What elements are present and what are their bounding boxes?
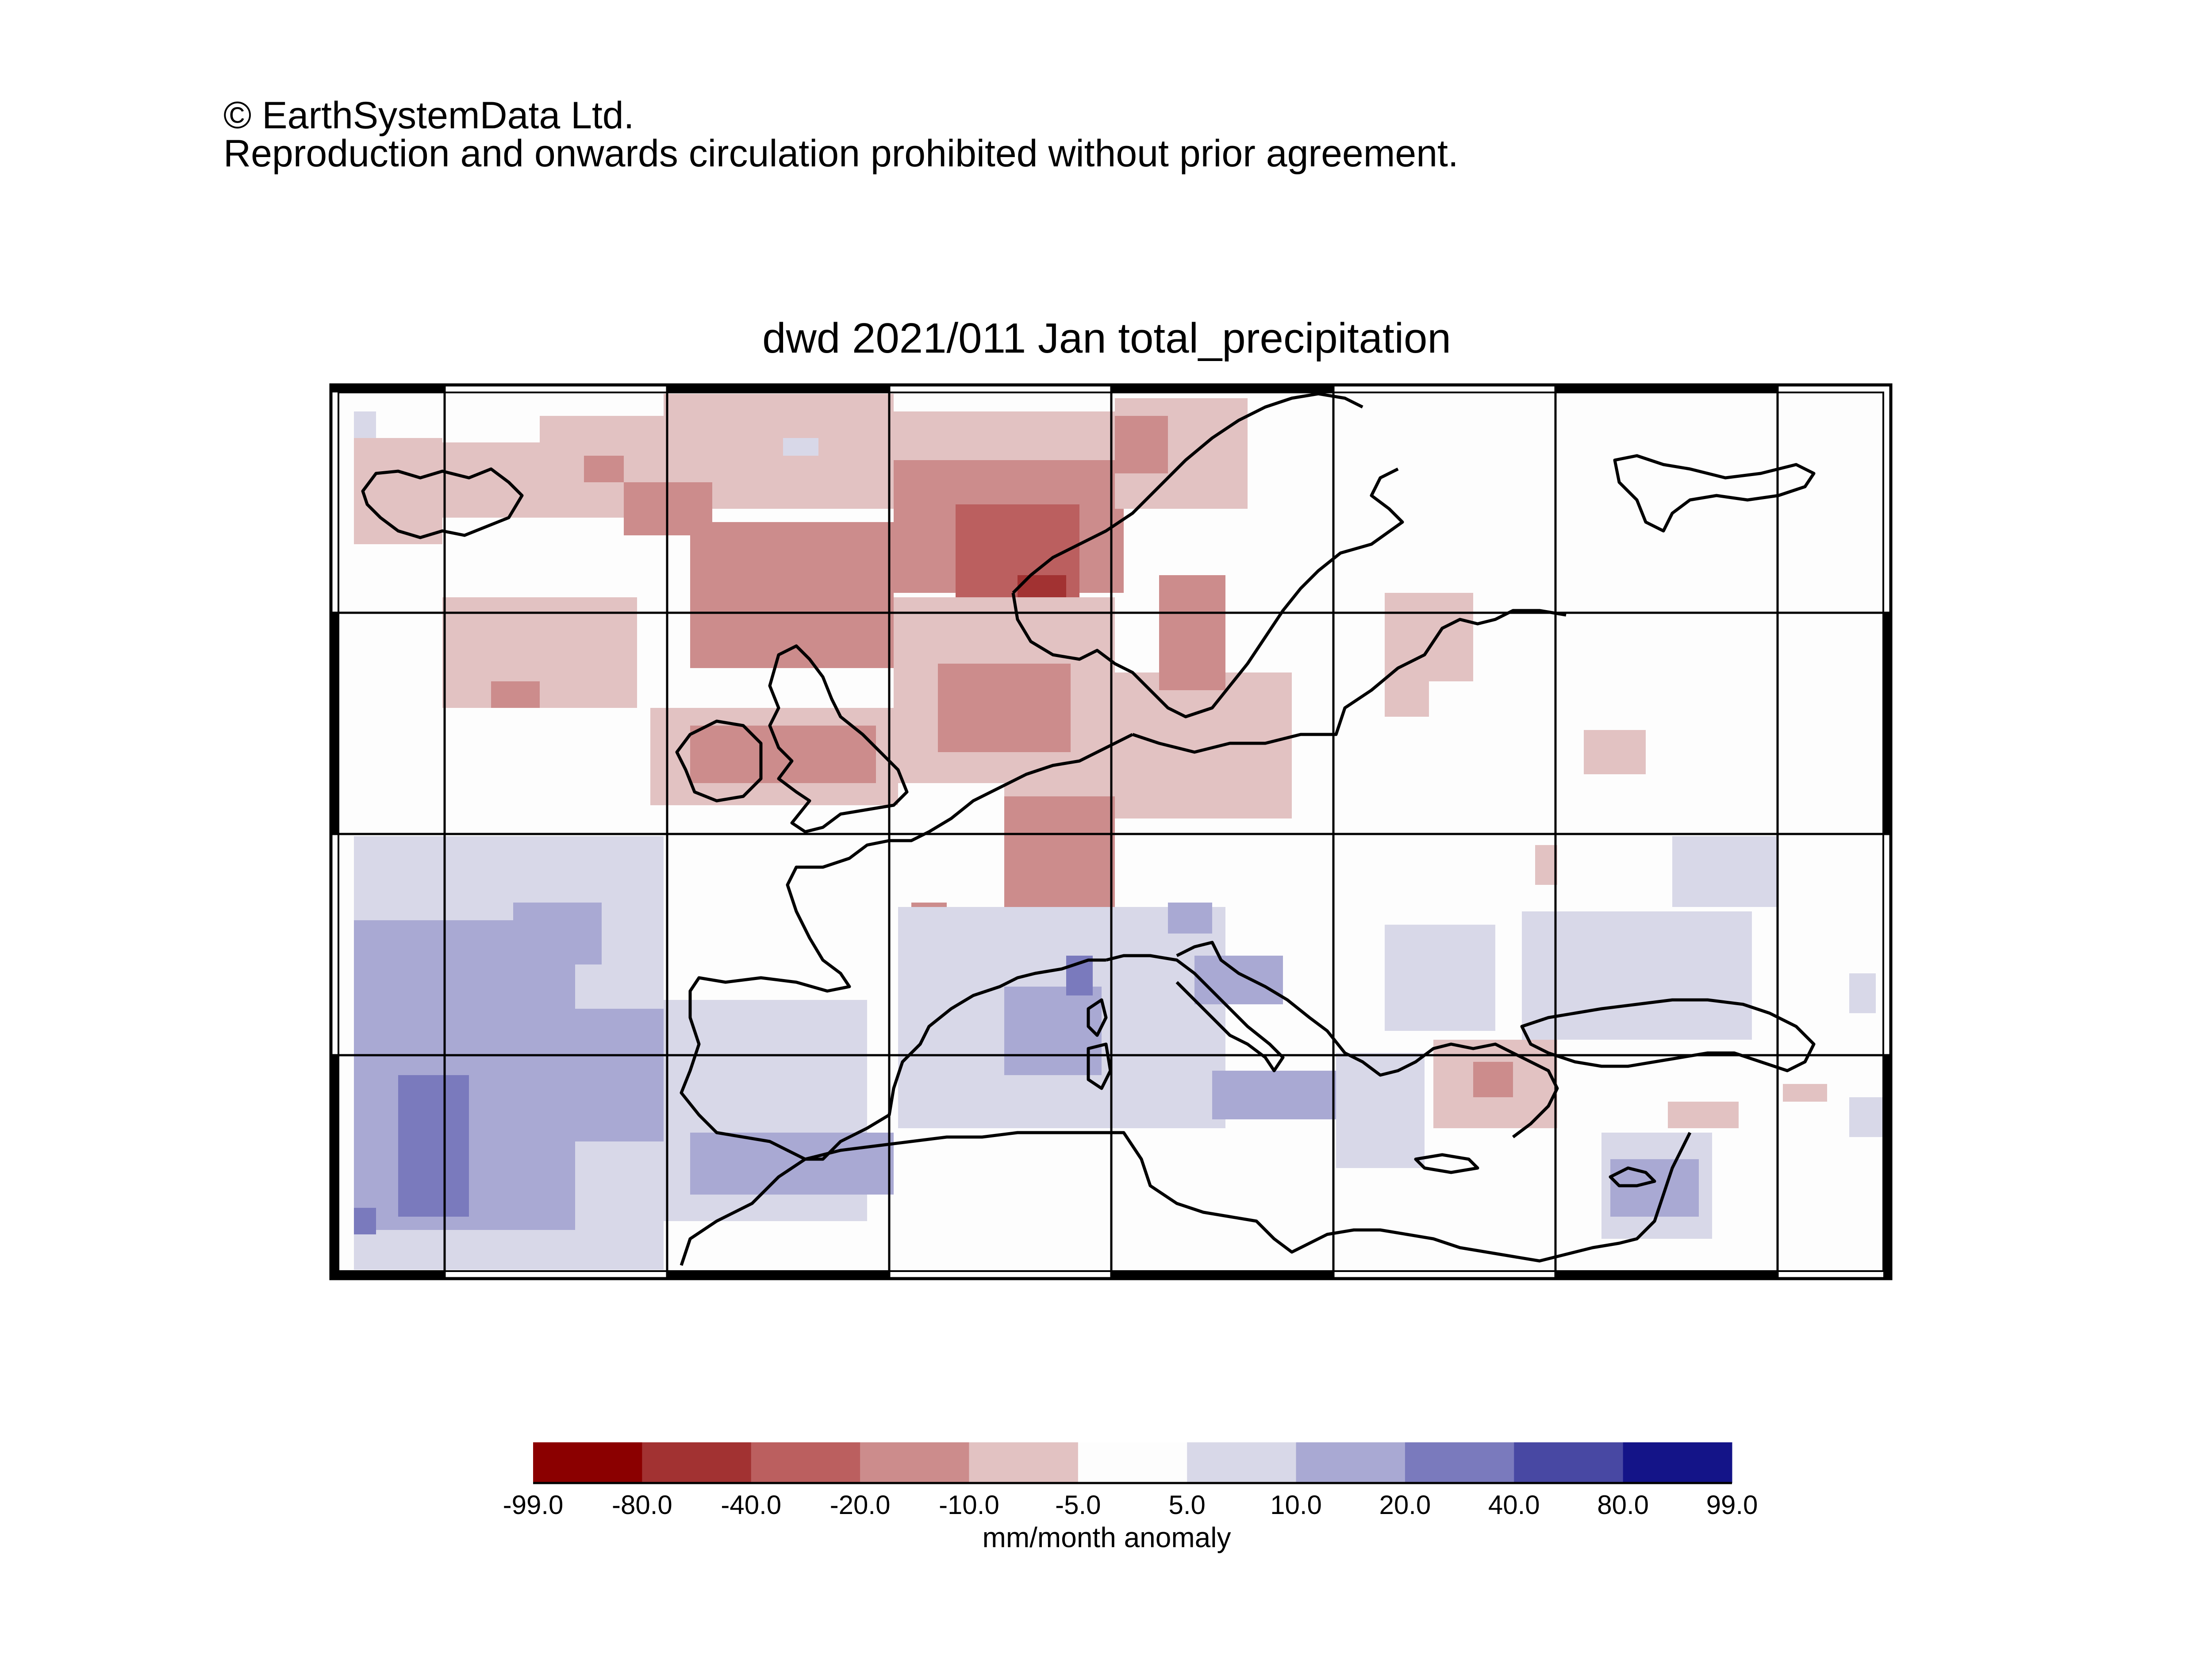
legend-tick-label: 99.0 — [1706, 1490, 1758, 1520]
legend-tick-label: -20.0 — [830, 1490, 891, 1520]
frame-tick — [331, 385, 445, 392]
coastline-italy-balkans — [1106, 941, 1559, 1138]
legend-color-boxes — [533, 1442, 1732, 1484]
coastline-iceland — [361, 467, 524, 539]
frame-tick — [331, 1055, 338, 1279]
coastline-crete — [1414, 1153, 1479, 1174]
frame-tick — [331, 1271, 445, 1279]
legend-tick-label: 20.0 — [1379, 1490, 1431, 1520]
graticule — [331, 385, 1891, 1279]
copyright-notice: © EarthSystemData Ltd. Reproduction and … — [223, 96, 1459, 173]
legend-color-box — [1405, 1442, 1514, 1483]
anomaly-cell — [1194, 956, 1283, 1004]
legend-color-box — [533, 1442, 642, 1483]
coastline-black-sea — [1520, 998, 1816, 1072]
legend-tick-label: -10.0 — [939, 1490, 999, 1520]
anomaly-cell — [1522, 911, 1752, 1040]
frame-tick — [1883, 613, 1891, 834]
anomaly-cell — [491, 681, 540, 708]
copyright-line-1: © EarthSystemData Ltd. — [223, 94, 634, 137]
legend-tick-label: -5.0 — [1055, 1490, 1101, 1520]
legend-color-box — [1623, 1442, 1732, 1483]
legend-tick-label: 5.0 — [1168, 1490, 1205, 1520]
coastline-cyprus — [1609, 1166, 1656, 1187]
coastline-corsica-sardinia — [1087, 998, 1112, 1090]
legend-color-box — [642, 1442, 752, 1483]
map-title: dwd 2021/011 Jan total_precipitation — [762, 315, 1451, 362]
anomaly-cell — [1672, 836, 1778, 907]
anomaly-cell — [584, 456, 624, 482]
coastline-france-iberia — [680, 733, 1133, 1161]
legend-tick-label: 10.0 — [1270, 1490, 1322, 1520]
coastline-ireland — [675, 719, 763, 803]
anomaly-cell — [1115, 416, 1168, 473]
frame-tick — [1555, 385, 1778, 392]
frame-tick — [1883, 1055, 1891, 1279]
copyright-line-2: Reproduction and onwards circulation pro… — [223, 132, 1459, 175]
anomaly-cell — [1385, 925, 1495, 1031]
anomaly-cell — [1473, 1062, 1513, 1097]
frame-tick — [1555, 1271, 1778, 1279]
anomaly-cell — [938, 664, 1071, 752]
legend-color-box — [1078, 1442, 1187, 1483]
legend-tick-labels: -99.0 -80.0 -40.0 -20.0 -10.0 -5.0 5.0 10.0 20.0… — [503, 1490, 1758, 1520]
anomaly-cell — [1212, 1071, 1336, 1119]
legend-color-box — [1514, 1442, 1624, 1483]
frame-tick — [1111, 1271, 1333, 1279]
legend-color-box — [1296, 1442, 1406, 1483]
anomaly-cell — [354, 438, 442, 544]
anomaly-cell — [1385, 681, 1429, 717]
anomaly-cell — [354, 1208, 376, 1234]
anomaly-cell — [354, 411, 376, 438]
coastline-scandinavia — [1011, 392, 1404, 719]
anomaly-cell — [1004, 987, 1102, 1075]
legend-tick-label: -99.0 — [503, 1490, 564, 1520]
anomaly-cell — [783, 438, 818, 456]
anomaly-cell — [1336, 1053, 1425, 1168]
anomaly-cell — [1168, 903, 1212, 934]
anomaly-cell — [1535, 845, 1557, 885]
legend-color-box — [860, 1442, 969, 1483]
frame-tick — [667, 385, 889, 392]
legend-tick-label: 80.0 — [1597, 1490, 1649, 1520]
coastline-britain — [768, 644, 909, 834]
anomaly-cells-wet — [354, 411, 1889, 1270]
legend-tick-label: -80.0 — [612, 1490, 672, 1520]
frame-tick — [667, 1271, 889, 1279]
frame-tick — [1111, 385, 1333, 392]
legend-color-box — [1187, 1442, 1297, 1483]
legend-color-box — [751, 1442, 860, 1483]
anomaly-cell — [1584, 730, 1646, 774]
anomaly-cell — [513, 903, 602, 964]
anomaly-cell — [1004, 796, 1115, 863]
legend-unit-label: mm/month anomaly — [982, 1522, 1231, 1553]
anomaly-cell — [1849, 973, 1876, 1013]
anomaly-cell — [690, 1133, 894, 1195]
map-frame — [329, 383, 1893, 1280]
anomaly-cell — [398, 1075, 469, 1217]
coastline-north-africa — [680, 1131, 1692, 1266]
legend-tick-label: -40.0 — [721, 1490, 781, 1520]
anomaly-cell — [690, 522, 894, 668]
frame-tick — [331, 613, 338, 834]
anomaly-cell — [1668, 1102, 1739, 1128]
legend-color-box — [969, 1442, 1079, 1483]
legend-tick-label: 40.0 — [1488, 1490, 1540, 1520]
anomaly-cell — [1159, 575, 1225, 690]
anomaly-cell — [1783, 1084, 1827, 1102]
coastlines — [361, 392, 1816, 1266]
anomaly-cell — [540, 416, 664, 460]
coastline-baltic — [1132, 609, 1567, 754]
